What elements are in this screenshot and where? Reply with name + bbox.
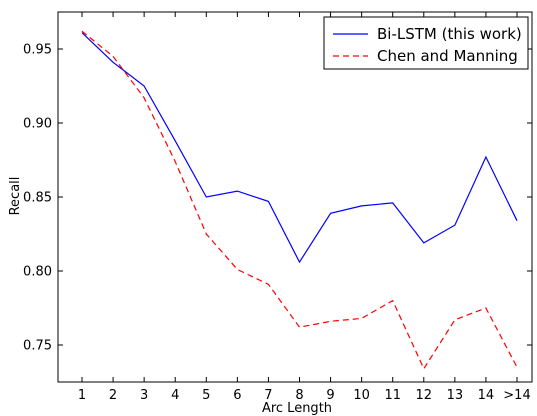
x-tick-label: 10 — [353, 388, 370, 403]
x-tick-label: 3 — [140, 388, 148, 403]
y-axis: 0.75 0.80 0.85 0.90 0.95 — [23, 43, 532, 354]
legend-label-1: Bi-LSTM (this work) — [377, 25, 522, 43]
x-tick-label: 7 — [264, 388, 272, 403]
series-line-1 — [81, 32, 518, 264]
x-tick-label: 6 — [233, 388, 241, 403]
x-tick-label: >14 — [503, 388, 530, 403]
legend: Bi-LSTM (this work) Chen and Manning — [323, 16, 529, 70]
y-tick-label: 0.90 — [23, 117, 52, 132]
y-tick-label: 0.85 — [23, 191, 52, 206]
x-tick-label: 9 — [326, 388, 334, 403]
x-tick-label: 4 — [171, 388, 179, 403]
series-line-2 — [81, 30, 518, 370]
legend-label-2: Chen and Manning — [377, 47, 518, 65]
y-tick-label: 0.95 — [23, 43, 52, 58]
x-axis-title: Arc Length — [262, 401, 332, 416]
x-tick-label: 11 — [384, 388, 401, 403]
y-tick-label: 0.75 — [23, 339, 52, 354]
x-tick-label: 1 — [78, 388, 86, 403]
x-axis: 1 2 3 4 5 6 7 8 9 10 11 12 13 14 >14 — [78, 12, 531, 403]
y-axis-title: Recall — [8, 177, 23, 216]
legend-box — [323, 16, 529, 70]
series-lines-group — [81, 30, 518, 370]
x-tick-label: 5 — [202, 388, 210, 403]
x-tick-label: 13 — [447, 388, 464, 403]
x-tick-label: 12 — [416, 388, 433, 403]
x-tick-label: 14 — [478, 388, 495, 403]
y-tick-label: 0.80 — [23, 265, 52, 280]
x-tick-label: 2 — [109, 388, 117, 403]
x-tick-label: 8 — [295, 388, 303, 403]
